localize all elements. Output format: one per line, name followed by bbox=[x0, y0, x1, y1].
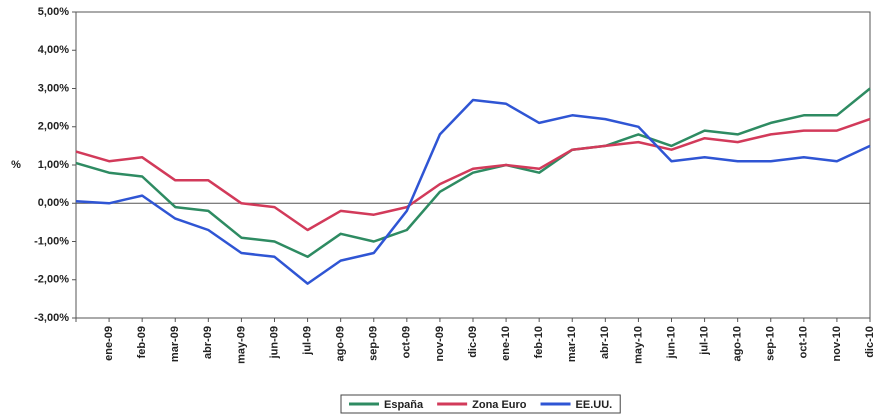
x-tick-label: oct-09 bbox=[401, 326, 413, 358]
series-line bbox=[75, 117, 871, 232]
y-tick-label: 2,00% bbox=[38, 121, 69, 133]
x-tick-label: mar-10 bbox=[566, 326, 578, 362]
x-tick-label: jul-10 bbox=[698, 326, 710, 356]
legend-label: EE.UU. bbox=[576, 399, 613, 411]
legend: España Zona Euro EE.UU. bbox=[340, 394, 621, 414]
y-tick-label: 0,00% bbox=[38, 197, 69, 209]
series-line bbox=[75, 87, 871, 259]
x-tick-label: ago-10 bbox=[732, 326, 744, 361]
y-tick-label: 5,00% bbox=[38, 6, 69, 18]
y-tick-label: 1,00% bbox=[38, 159, 69, 171]
x-tick-label: jun-10 bbox=[665, 326, 677, 359]
x-tick-label: abr-10 bbox=[599, 326, 611, 359]
y-tick-label: -2,00% bbox=[34, 274, 69, 286]
x-tick-label: sep-09 bbox=[368, 326, 380, 361]
x-tick-label: ene-10 bbox=[500, 326, 512, 361]
x-tick-label: jun-09 bbox=[268, 326, 280, 359]
y-axis-label: % bbox=[11, 159, 21, 171]
x-tick-label: dic-09 bbox=[467, 326, 479, 358]
x-tick-label: oct-10 bbox=[798, 326, 810, 358]
x-tick-label: nov-09 bbox=[434, 326, 446, 361]
x-tick-label: ene-09 bbox=[103, 326, 115, 361]
x-tick-label: nov-10 bbox=[831, 326, 843, 361]
series-line bbox=[75, 98, 871, 285]
x-tick-label: may-10 bbox=[632, 326, 644, 364]
x-tick-label: dic-10 bbox=[864, 326, 876, 358]
legend-label: España bbox=[384, 399, 424, 411]
legend-label: Zona Euro bbox=[472, 399, 527, 411]
x-tick-label: feb-10 bbox=[533, 326, 545, 358]
y-tick-label: 4,00% bbox=[38, 44, 69, 56]
x-tick-label: sep-10 bbox=[765, 326, 777, 361]
y-tick-label: -3,00% bbox=[34, 312, 69, 324]
y-tick-label: -1,00% bbox=[34, 235, 69, 247]
x-tick-label: abr-09 bbox=[202, 326, 214, 359]
legend-box bbox=[340, 394, 621, 414]
y-tick-label: 3,00% bbox=[38, 82, 69, 94]
x-tick-label: may-09 bbox=[235, 326, 247, 364]
plot-frame bbox=[75, 11, 871, 319]
x-tick-label: ago-09 bbox=[335, 326, 347, 361]
x-tick-label: mar-09 bbox=[169, 326, 181, 362]
x-tick-label: jul-09 bbox=[301, 326, 313, 356]
x-tick-label: feb-09 bbox=[136, 326, 148, 358]
